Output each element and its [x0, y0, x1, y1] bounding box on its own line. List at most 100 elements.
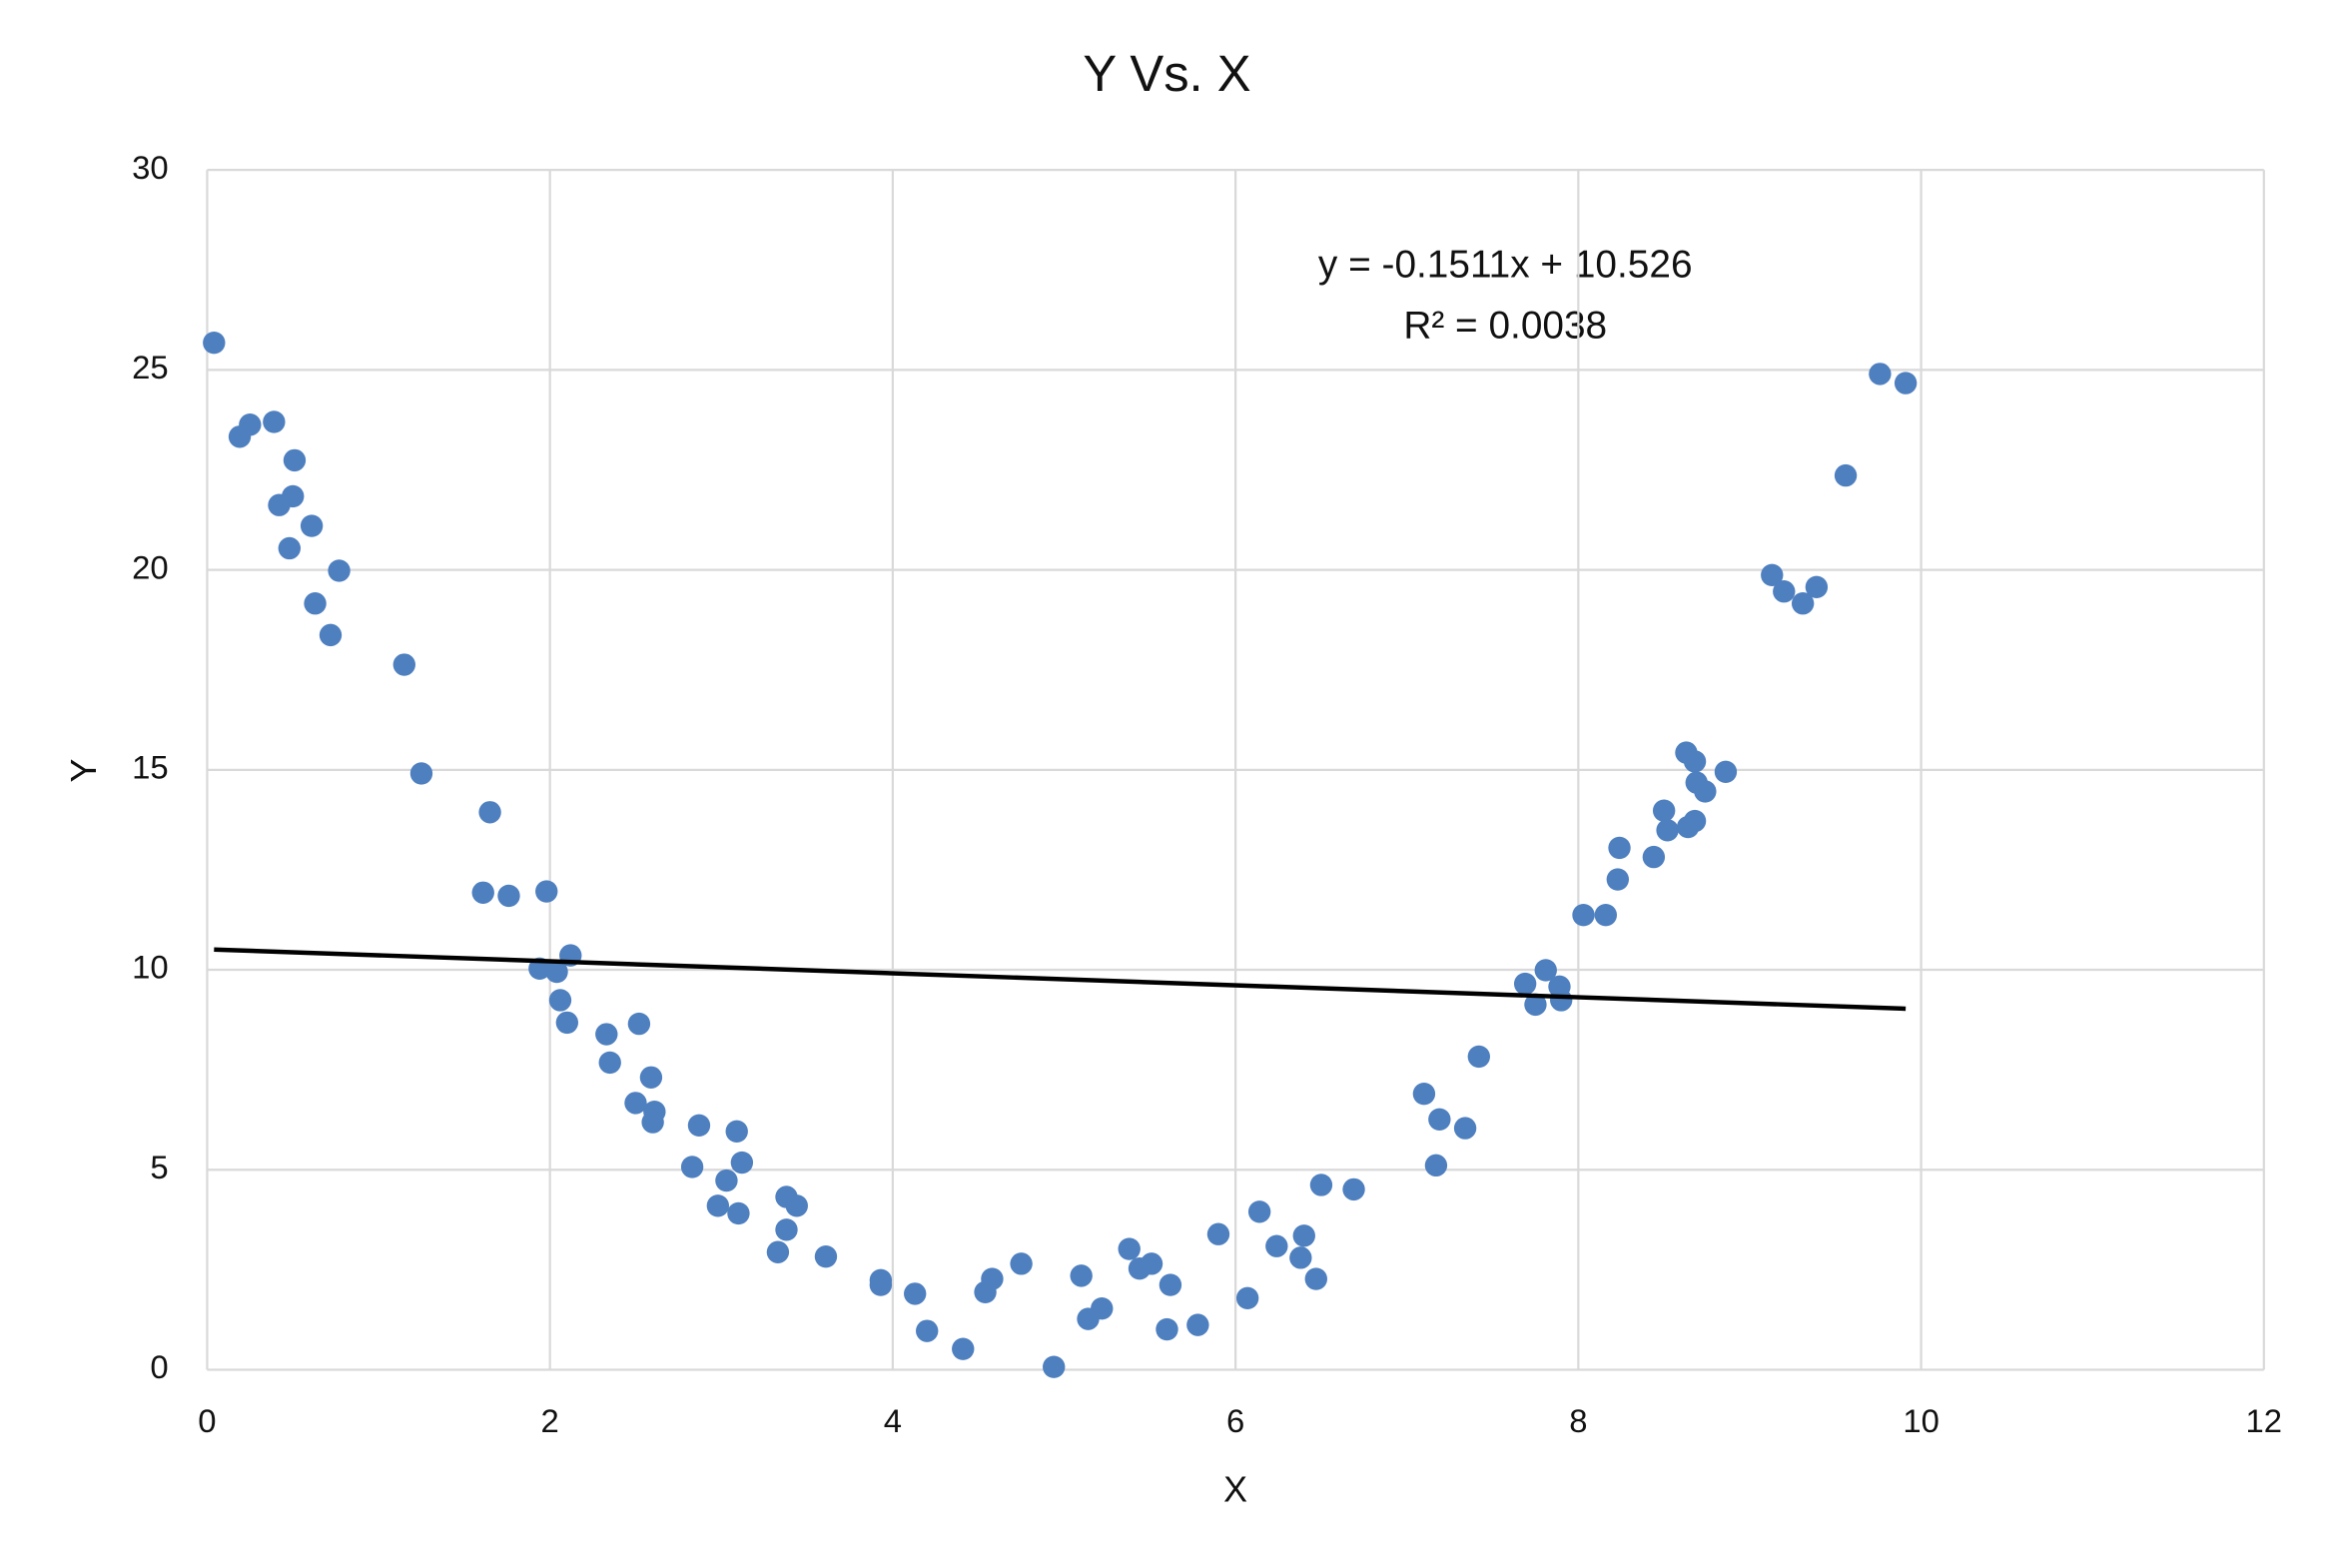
x-tick-label: 0: [198, 1402, 216, 1439]
point: [1453, 1117, 1477, 1140]
point: [1186, 1313, 1209, 1336]
x-tick-label: 12: [2246, 1402, 2283, 1439]
point: [1043, 1355, 1066, 1378]
point: [680, 1156, 704, 1178]
point: [478, 801, 501, 824]
point: [1309, 1174, 1333, 1196]
trendline: [214, 947, 1907, 1012]
point: [239, 413, 262, 436]
y-tick-label: 15: [132, 748, 169, 785]
point: [1694, 780, 1717, 803]
point: [409, 762, 433, 785]
point: [1594, 903, 1618, 927]
point: [1118, 1237, 1141, 1260]
point: [1304, 1267, 1327, 1290]
point: [203, 331, 226, 355]
x-tick-label: 10: [1903, 1402, 1939, 1439]
point: [1761, 563, 1784, 587]
x-tick-label: 4: [884, 1402, 902, 1439]
point: [595, 1023, 618, 1046]
point: [1550, 989, 1573, 1012]
point: [1235, 1286, 1259, 1309]
y-tick-label: 25: [132, 349, 169, 386]
point: [641, 1111, 664, 1134]
point: [278, 536, 301, 560]
point: [730, 1151, 754, 1175]
point: [1070, 1264, 1093, 1287]
point: [869, 1273, 893, 1296]
point: [1206, 1222, 1230, 1245]
point: [1292, 1224, 1315, 1247]
point: [1642, 845, 1666, 869]
point: [1289, 1246, 1312, 1269]
point: [1524, 993, 1547, 1017]
point: [300, 514, 324, 537]
point: [535, 880, 558, 903]
point: [916, 1319, 939, 1342]
point: [1467, 1045, 1491, 1069]
point: [1247, 1200, 1271, 1223]
point: [1342, 1177, 1365, 1201]
y-tick-label: 10: [132, 949, 169, 986]
point: [319, 623, 343, 647]
point: [1894, 372, 1918, 394]
point: [1424, 1154, 1448, 1177]
point: [706, 1194, 730, 1217]
y-tick-label: 0: [150, 1348, 168, 1385]
point: [328, 559, 351, 582]
y-tick-label: 20: [132, 548, 169, 585]
point: [1606, 868, 1630, 891]
chart-title: Y Vs. X: [1083, 45, 1250, 102]
point: [282, 484, 305, 508]
point: [1010, 1252, 1033, 1275]
point: [1265, 1234, 1288, 1257]
point: [715, 1169, 738, 1192]
point: [981, 1267, 1004, 1290]
x-tick-label: 6: [1226, 1402, 1244, 1439]
point: [1608, 836, 1631, 860]
point: [687, 1114, 711, 1138]
point: [1714, 760, 1738, 784]
point: [1656, 819, 1679, 842]
point: [766, 1240, 790, 1263]
point: [1091, 1297, 1114, 1320]
y-axis-title: Y: [64, 759, 104, 783]
y-tick-label: 5: [150, 1149, 168, 1185]
point: [639, 1066, 663, 1089]
point: [1869, 363, 1892, 386]
point: [548, 989, 572, 1012]
point: [725, 1120, 748, 1144]
point: [263, 410, 286, 433]
point: [775, 1218, 798, 1241]
point: [497, 884, 520, 908]
point: [555, 1011, 579, 1035]
trendline-equation: y = -0.1511x + 10.526: [1318, 243, 1693, 286]
point: [624, 1092, 647, 1115]
trendline-r2: R² = 0.0038: [1403, 305, 1607, 348]
point: [392, 653, 415, 676]
point: [1791, 592, 1815, 615]
point: [1572, 903, 1595, 927]
point: [545, 960, 568, 984]
x-tick-label: 2: [541, 1402, 559, 1439]
point: [1159, 1273, 1182, 1296]
point: [1534, 959, 1557, 982]
point: [1428, 1108, 1451, 1131]
point: [1513, 972, 1537, 996]
y-tick-label: 30: [132, 149, 169, 186]
point: [814, 1244, 838, 1268]
point: [904, 1282, 927, 1305]
point: [283, 448, 307, 472]
x-tick-label: 8: [1569, 1402, 1587, 1439]
point: [471, 881, 494, 904]
point: [785, 1194, 808, 1217]
point: [1140, 1252, 1163, 1275]
point: [627, 1012, 651, 1036]
point: [304, 592, 327, 615]
point: [1834, 463, 1858, 487]
point: [1805, 575, 1829, 599]
point: [952, 1337, 975, 1360]
